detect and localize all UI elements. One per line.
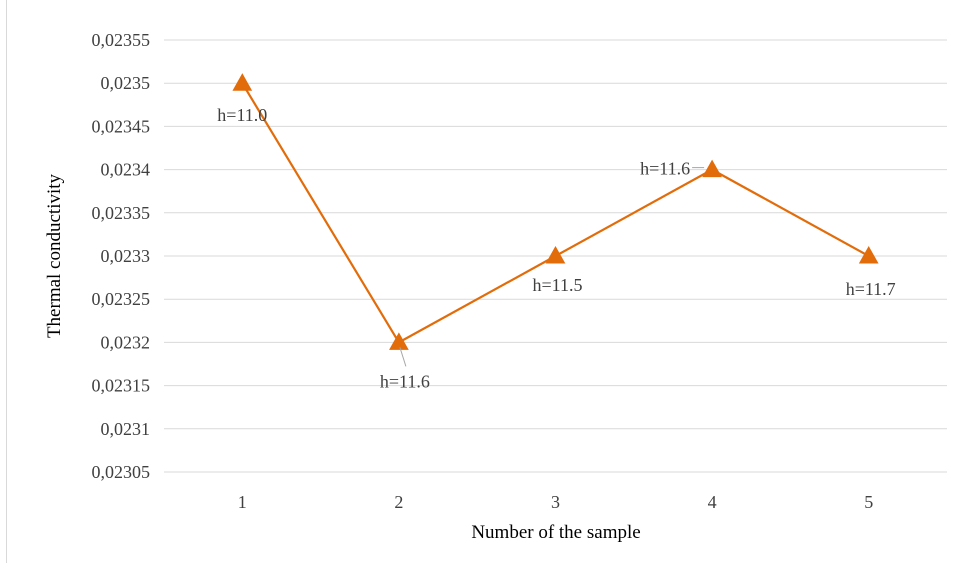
line-chart: 0,02305 0,0231 0,02315 0,0232 0,02325 0,0233 0… bbox=[44, 30, 947, 543]
y-tick-label: 0,0232 bbox=[101, 332, 151, 352]
x-tick-label: 3 bbox=[551, 492, 560, 512]
data-label: h=11.5 bbox=[533, 275, 583, 295]
y-tick-label: 0,0231 bbox=[101, 419, 151, 439]
data-label: h=11.0 bbox=[217, 105, 267, 125]
y-tick-label: 0,02345 bbox=[92, 116, 151, 136]
data-label: h=11.6 bbox=[640, 159, 690, 179]
data-point-marker bbox=[702, 159, 722, 178]
data-point-marker bbox=[858, 245, 879, 264]
data-point-marker bbox=[389, 332, 409, 350]
x-tick-label: 4 bbox=[708, 492, 717, 512]
data-label: h=11.6 bbox=[380, 371, 430, 391]
y-tick-label: 0,02325 bbox=[92, 289, 151, 309]
y-tick-label: 0,0235 bbox=[101, 73, 151, 93]
series-markers bbox=[232, 73, 879, 350]
x-tick-label: 2 bbox=[394, 492, 403, 512]
point-labels: h=11.0 h=11.6 h=11.5 h=11.6 h=11.7 bbox=[217, 105, 895, 391]
y-tick-label: 0,0233 bbox=[101, 246, 151, 266]
chart-frame: 0,02305 0,0231 0,02315 0,0232 0,02325 0,0233 0… bbox=[6, 0, 955, 563]
y-tick-label: 0,0234 bbox=[101, 160, 151, 180]
y-tick-label: 0,02355 bbox=[92, 30, 151, 50]
data-point-marker bbox=[232, 73, 253, 91]
label-leader-line bbox=[399, 347, 407, 367]
y-tick-label: 0,02305 bbox=[92, 462, 151, 482]
y-axis-title: Thermal conductivity bbox=[44, 173, 65, 338]
y-tick-label: 0,02335 bbox=[92, 203, 151, 223]
x-axis-title: Number of the sample bbox=[471, 522, 640, 543]
y-tick-label: 0,02315 bbox=[92, 376, 151, 396]
y-axis-ticks: 0,02305 0,0231 0,02315 0,0232 0,02325 0,0233 0… bbox=[92, 30, 151, 482]
x-axis-ticks: 1 2 3 4 5 bbox=[238, 492, 873, 512]
x-tick-label: 5 bbox=[864, 492, 873, 512]
x-tick-label: 1 bbox=[238, 492, 247, 512]
data-label: h=11.7 bbox=[846, 279, 896, 299]
data-point-marker bbox=[545, 245, 566, 264]
